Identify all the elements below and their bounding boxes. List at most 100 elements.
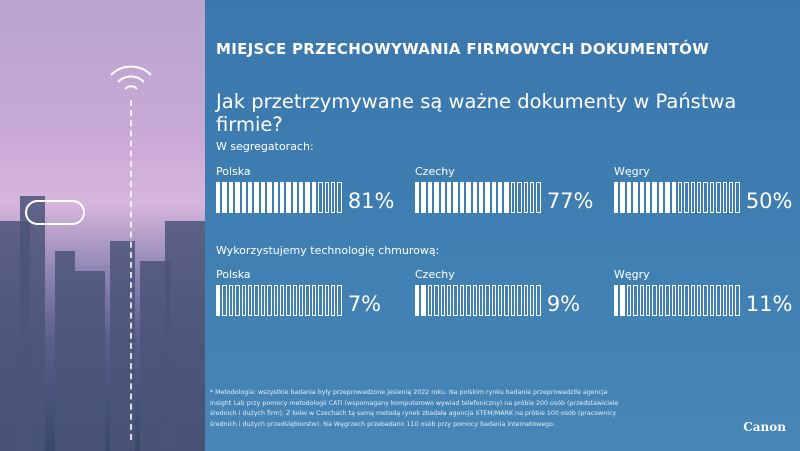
bar-segment: [446, 182, 452, 213]
bar-segment: [260, 182, 266, 213]
bar-segment: [504, 285, 509, 316]
footnote: * Metodologia: wszystkie badania były pr…: [210, 389, 619, 428]
bar-segment: [671, 182, 676, 213]
country-label: Węgry: [614, 268, 650, 281]
segment-bar: [614, 285, 740, 316]
bar-segment: [478, 285, 484, 316]
bar-group: Węgry 50%: [614, 165, 800, 213]
bar-group: Polska 81%: [216, 165, 406, 213]
bar-segment: [292, 285, 298, 316]
question: Jak przetrzymywane są ważne dokumenty w …: [216, 90, 737, 136]
bar-segment: [299, 285, 304, 316]
bar-segment: [305, 285, 310, 316]
bar-segment: [292, 182, 298, 213]
bar-segment: [523, 285, 529, 316]
bar-segment: [305, 182, 310, 213]
dashed-line: [130, 100, 132, 440]
bar-segment: [318, 285, 323, 316]
bar-segment: [671, 285, 676, 316]
bar-segment: [645, 182, 651, 213]
bar-segment: [466, 285, 471, 316]
bar-segment: [536, 182, 541, 213]
bar-segment: [466, 182, 471, 213]
bar-segment: [491, 285, 497, 316]
bar-segment: [677, 182, 683, 213]
bar-segment: [247, 285, 253, 316]
bar-segment: [222, 182, 227, 213]
country-label: Czechy: [415, 268, 455, 281]
bar-segment: [614, 285, 619, 316]
segment-bar: [415, 182, 541, 213]
city-skyline-photo: [0, 0, 205, 451]
bar-segment: [453, 182, 458, 213]
bar-segment: [530, 285, 535, 316]
wifi-icon: [110, 65, 152, 90]
bar-segment: [331, 285, 336, 316]
bar-segment: [216, 285, 221, 316]
bar-segment: [254, 285, 259, 316]
bar-segment: [337, 182, 342, 213]
bar-segment: [311, 285, 317, 316]
bar-segment: [709, 285, 715, 316]
segment-bar: [614, 182, 740, 213]
bar-segment: [318, 182, 323, 213]
bar-segment: [510, 182, 516, 213]
country-label: Węgry: [614, 165, 650, 178]
value-label: 7%: [347, 292, 382, 316]
bar-segment: [427, 182, 433, 213]
bar-segment: [478, 182, 484, 213]
country-label: Polska: [216, 268, 251, 281]
bar-segment: [633, 285, 638, 316]
bar-segment: [331, 182, 336, 213]
cloud-icon: [25, 200, 85, 225]
bar-segment: [415, 285, 420, 316]
value-label: 11%: [745, 292, 793, 316]
country-label: Polska: [216, 165, 251, 178]
bar-segment: [324, 182, 330, 213]
bar-segment: [273, 182, 278, 213]
bar-segment: [260, 285, 266, 316]
canon-logo: Canon: [743, 420, 786, 434]
bar-segment: [472, 285, 477, 316]
bar-segment: [485, 182, 490, 213]
bar-segment: [639, 182, 644, 213]
bar-segment: [652, 285, 657, 316]
bar-segment: [235, 182, 240, 213]
bar-segment: [703, 285, 708, 316]
bar-segment: [459, 182, 465, 213]
bar-segment: [267, 285, 272, 316]
bar-segment: [690, 182, 696, 213]
bar-segment: [421, 182, 426, 213]
bar-segment: [735, 182, 740, 213]
bar-segment: [530, 182, 535, 213]
bar-segment: [434, 182, 439, 213]
bar-segment: [729, 182, 734, 213]
section-title-binders: W segregatorach:: [216, 140, 314, 153]
bar-segment: [440, 285, 445, 316]
bar-segment: [703, 182, 708, 213]
bar-segment: [620, 285, 625, 316]
bar-segment: [446, 285, 452, 316]
value-label: 81%: [347, 189, 395, 213]
page-title: MIEJSCE PRZECHOWYWANIA FIRMOWYCH DOKUMEN…: [216, 40, 710, 58]
value-label: 50%: [745, 189, 793, 213]
segment-bar: [415, 285, 541, 316]
bar-segment: [498, 285, 503, 316]
bar-segment: [228, 285, 234, 316]
bar-segment: [510, 285, 516, 316]
bar-segment: [427, 285, 433, 316]
bar-segment: [652, 182, 657, 213]
bar-segment: [286, 285, 291, 316]
bar-segment: [697, 285, 702, 316]
bar-segment: [626, 182, 632, 213]
bar-segment: [620, 182, 625, 213]
bar-segment: [491, 182, 497, 213]
bar-segment: [440, 182, 445, 213]
bar-segment: [254, 182, 259, 213]
bar-segment: [523, 182, 529, 213]
section-title-cloud: Wykorzystujemy technologię chmurową:: [216, 244, 440, 257]
bar-segment: [658, 285, 664, 316]
bar-segment: [459, 285, 465, 316]
bar-segment: [273, 285, 278, 316]
bar-segment: [228, 182, 234, 213]
